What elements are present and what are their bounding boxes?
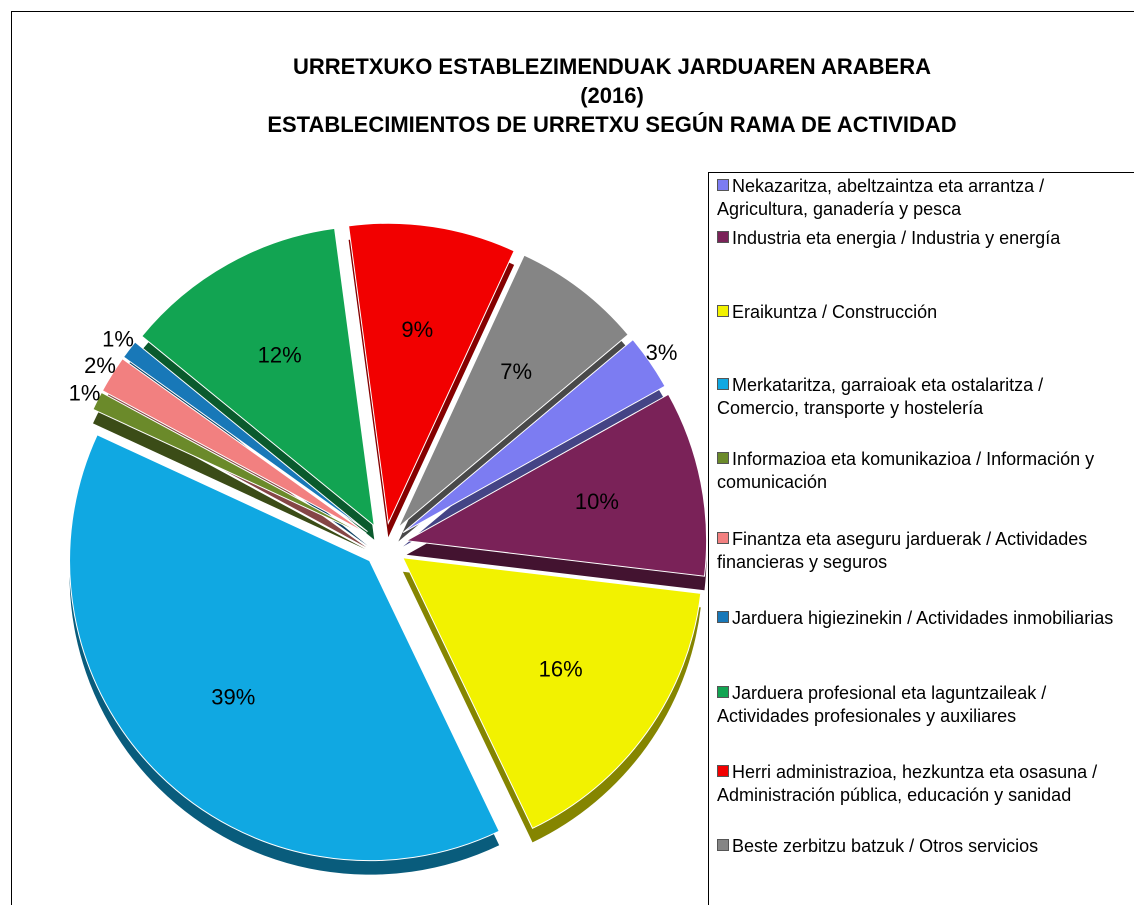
legend-item: Industria eta energia / Industria y ener…: [717, 227, 1127, 250]
legend-label: Jarduera profesional eta laguntzaileak /…: [717, 683, 1047, 726]
legend-item: Eraikuntza / Construcción: [717, 301, 1127, 324]
chart-title: (2016): [580, 83, 644, 108]
legend-item: Merkataritza, garraioak eta ostalaritza …: [717, 374, 1127, 420]
chart-title: ESTABLECIMIENTOS DE URRETXU SEGÚN RAMA D…: [267, 112, 956, 137]
data-label: 9%: [401, 317, 433, 342]
legend-marker: [717, 305, 729, 317]
legend-marker: [717, 532, 729, 544]
slice: [402, 557, 702, 830]
slice: [122, 341, 368, 533]
data-label: 3%: [646, 340, 678, 365]
slice: [92, 391, 366, 536]
legend-marker: [717, 378, 729, 390]
legend-label: Industria eta energia / Industria y ener…: [732, 228, 1061, 248]
slice: [69, 434, 500, 862]
legend-item: Informazioa eta komunikazioa / Informaci…: [717, 448, 1127, 494]
legend-item: Finantza eta aseguru jarduerak / Activid…: [717, 528, 1127, 574]
chart-frame: [11, 11, 1134, 905]
legend-item: Jarduera higiezinekin / Actividades inmo…: [717, 607, 1127, 630]
data-label: 1%: [69, 380, 101, 405]
data-label: 7%: [500, 359, 532, 384]
slice: [101, 358, 367, 534]
legend-marker: [717, 452, 729, 464]
chart-title: URRETXUKO ESTABLEZIMENDUAK JARDUAREN ARA…: [293, 54, 931, 79]
legend-label: Merkataritza, garraioak eta ostalaritza …: [717, 375, 1044, 418]
legend-item: Nekazaritza, abeltzaintza eta arrantza /…: [717, 175, 1127, 221]
data-label: 16%: [539, 657, 583, 682]
legend-label: Herri administrazioa, hezkuntza eta osas…: [717, 762, 1098, 805]
legend-marker: [717, 179, 729, 191]
slice: [397, 254, 629, 528]
legend-marker: [717, 231, 729, 243]
slice: [402, 338, 666, 533]
legend-label: Finantza eta aseguru jarduerak / Activid…: [717, 529, 1088, 572]
legend-item: Jarduera profesional eta laguntzaileak /…: [717, 682, 1127, 728]
legend-marker: [717, 839, 729, 851]
legend-label: Jarduera higiezinekin / Actividades inmo…: [732, 608, 1114, 628]
legend-label: Informazioa eta komunikazioa / Informaci…: [717, 449, 1095, 492]
legend-label: Eraikuntza / Construcción: [732, 302, 938, 322]
slice-side: [92, 406, 366, 550]
slice: [141, 227, 375, 527]
legend-marker: [717, 686, 729, 698]
legend-marker: [717, 611, 729, 623]
data-label: 10%: [575, 489, 619, 514]
legend-box: [708, 172, 1134, 905]
legend-item: Herri administrazioa, hezkuntza eta osas…: [717, 761, 1127, 807]
legend-item: Beste zerbitzu batzuk / Otros servicios: [717, 835, 1127, 858]
legend-label: Nekazaritza, abeltzaintza eta arrantza /…: [717, 176, 1045, 219]
slice: [404, 393, 708, 577]
slice: [348, 222, 515, 526]
data-label: 12%: [258, 342, 302, 367]
data-label: 39%: [211, 685, 255, 710]
legend-marker: [717, 765, 729, 777]
legend-label: Beste zerbitzu batzuk / Otros servicios: [732, 836, 1039, 856]
data-label: 1%: [102, 327, 134, 352]
data-label: 2%: [84, 353, 116, 378]
